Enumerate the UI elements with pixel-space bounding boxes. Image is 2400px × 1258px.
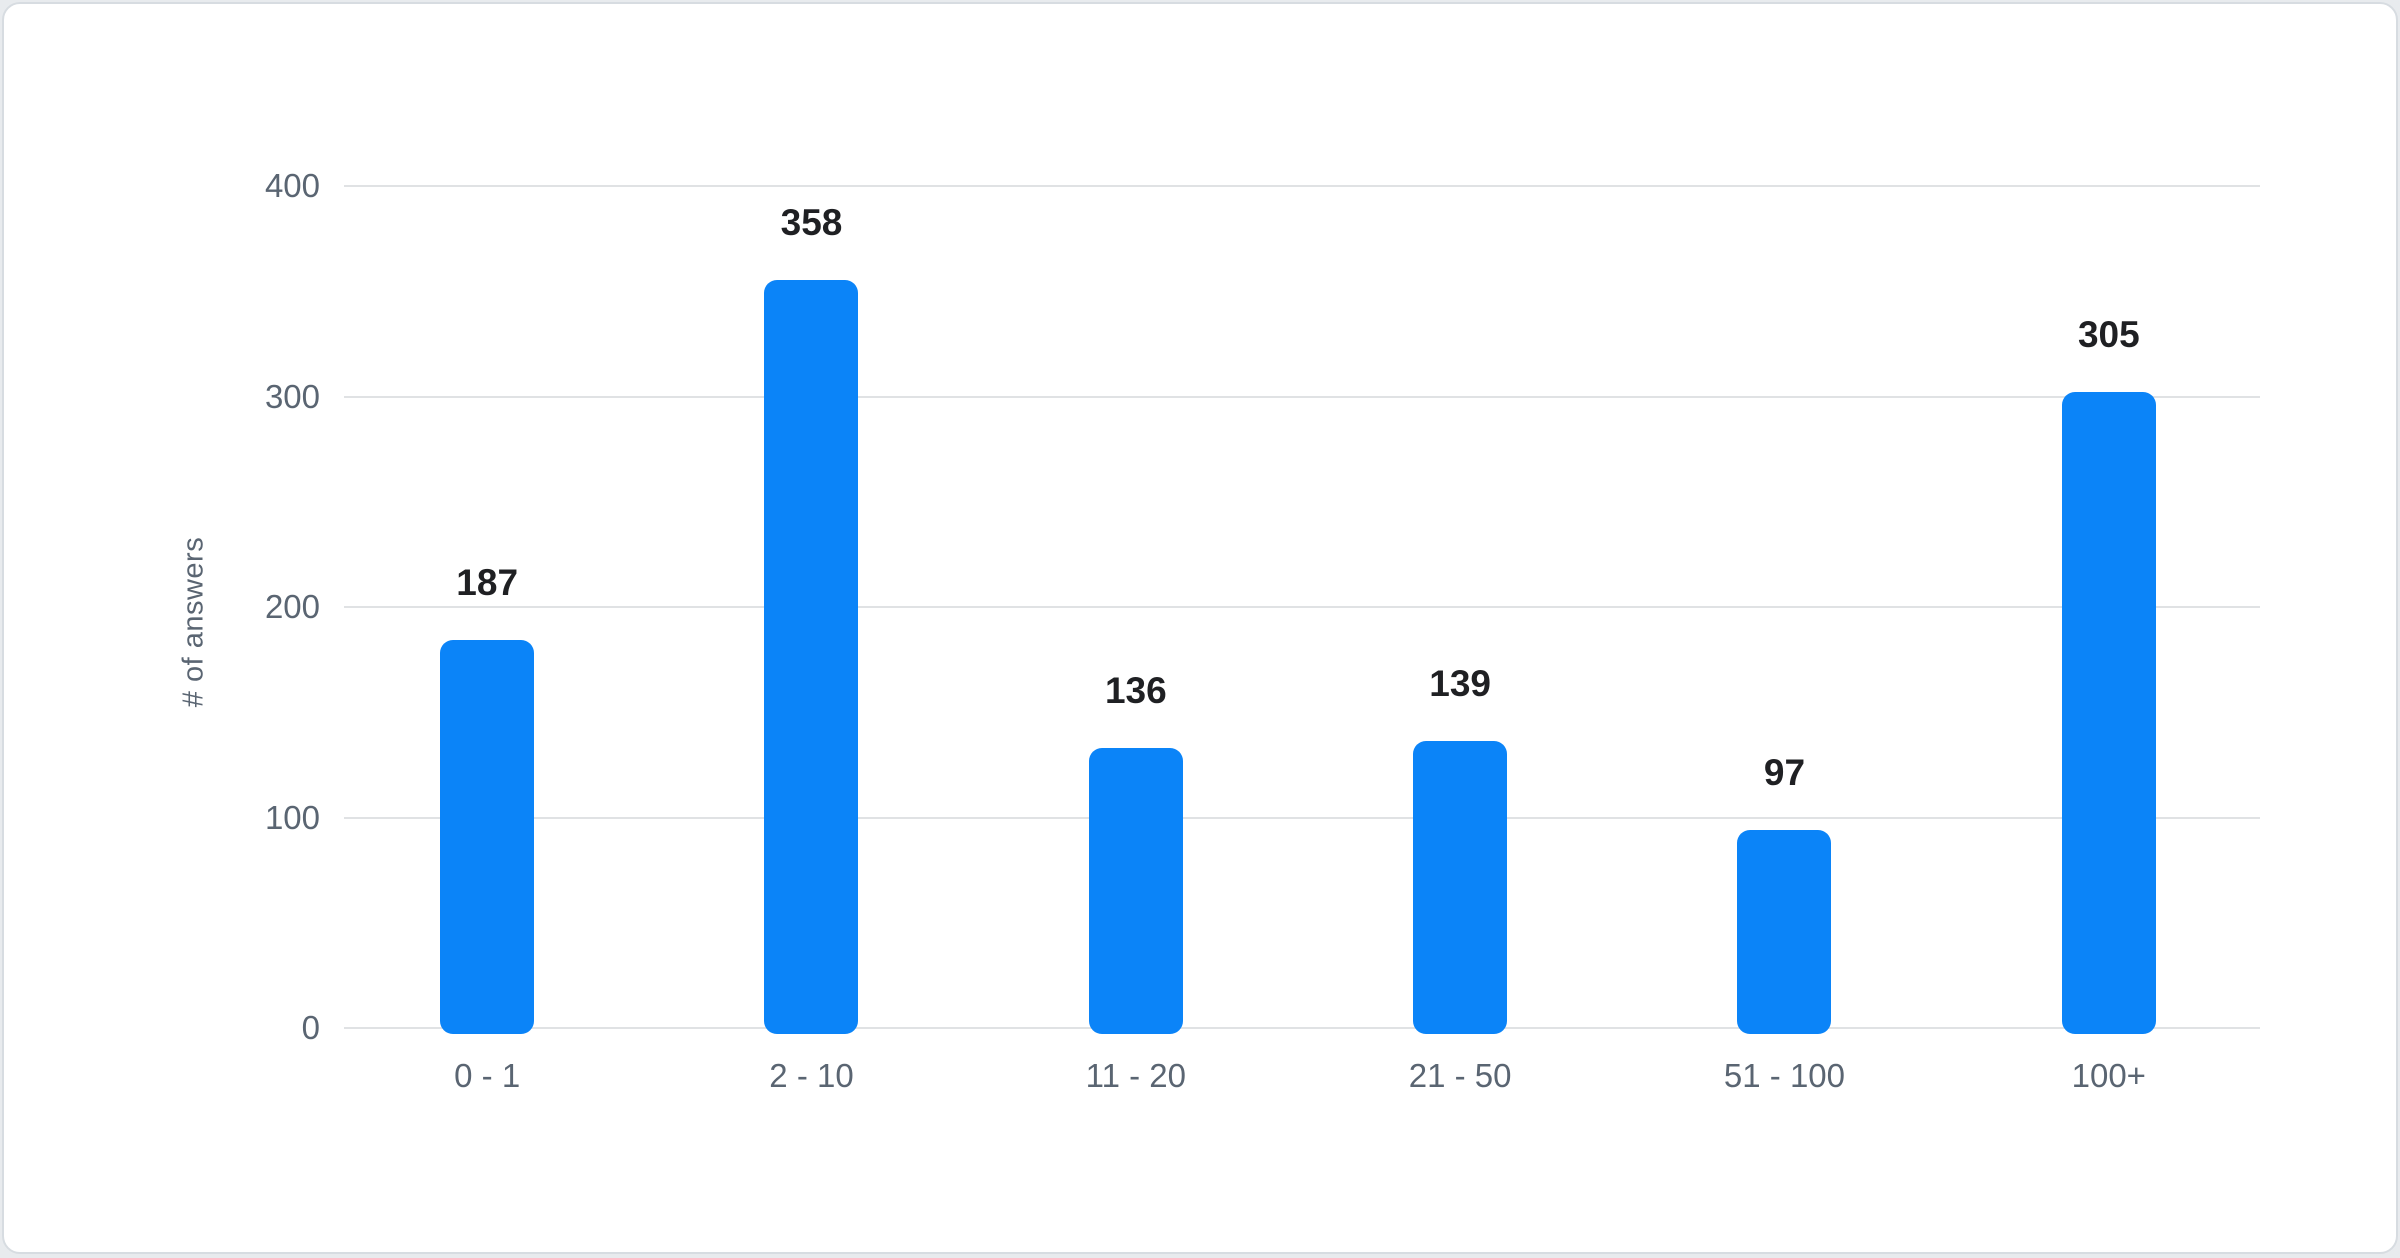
bar-group-11 - 20: 136 11 - 20 <box>974 186 1298 1094</box>
bar-group-51 - 100: 97 51 - 100 <box>1622 186 1946 1094</box>
gridline-0 <box>344 1027 2260 1029</box>
bar-0 - 1 <box>440 640 535 1034</box>
x-category-label: 51 - 100 <box>1723 1057 1846 1094</box>
bar-value-label: 97 <box>1763 751 1806 793</box>
x-category-label: 2 - 10 <box>769 1057 854 1094</box>
gridline-100 <box>344 816 2260 819</box>
x-category-label: 100+ <box>2071 1057 2146 1094</box>
x-category-label: 11 - 20 <box>1085 1057 1186 1094</box>
bar-11 - 20 <box>1088 747 1183 1034</box>
bars-layer: 187 0 - 1 358 2 - 10 136 11 - 20 139 21 - 50 97 5… <box>325 186 2271 1094</box>
bar-value-label: 358 <box>780 202 843 244</box>
y-tick-label-100: 100 <box>264 798 320 836</box>
bar-group-21 - 50: 139 21 - 50 <box>1298 186 1622 1094</box>
gridline-400 <box>344 185 2260 187</box>
bar-group-100+: 305 100+ <box>1947 186 2271 1094</box>
plot-area: 0 100 200 300 400 187 0 - 1 358 2 - 10 136 11 - 2… <box>265 167 2260 1094</box>
bar-21 - 50 <box>1413 741 1508 1034</box>
gridline-300 <box>344 395 2260 398</box>
bar-value-label: 187 <box>456 562 519 604</box>
bar-51 - 100 <box>1737 829 1832 1034</box>
x-category-label: 0 - 1 <box>454 1057 521 1094</box>
bar-group-2 - 10: 358 2 - 10 <box>649 186 973 1094</box>
bar-100+ <box>2061 391 2156 1034</box>
y-tick-label-0: 0 <box>301 1009 320 1046</box>
bar-value-label: 136 <box>1104 669 1167 711</box>
y-tick-label-200: 200 <box>264 588 320 625</box>
bar-group-0 - 1: 187 0 - 1 <box>325 186 649 1094</box>
gridline-200 <box>344 606 2260 608</box>
bar-2 - 10 <box>764 280 859 1034</box>
bar-value-label: 139 <box>1429 663 1492 705</box>
bar-value-label: 305 <box>2077 313 2140 355</box>
x-category-label: 21 - 50 <box>1408 1057 1512 1094</box>
y-tick-label-400: 400 <box>264 167 320 204</box>
y-tick-label-300: 300 <box>264 377 320 415</box>
